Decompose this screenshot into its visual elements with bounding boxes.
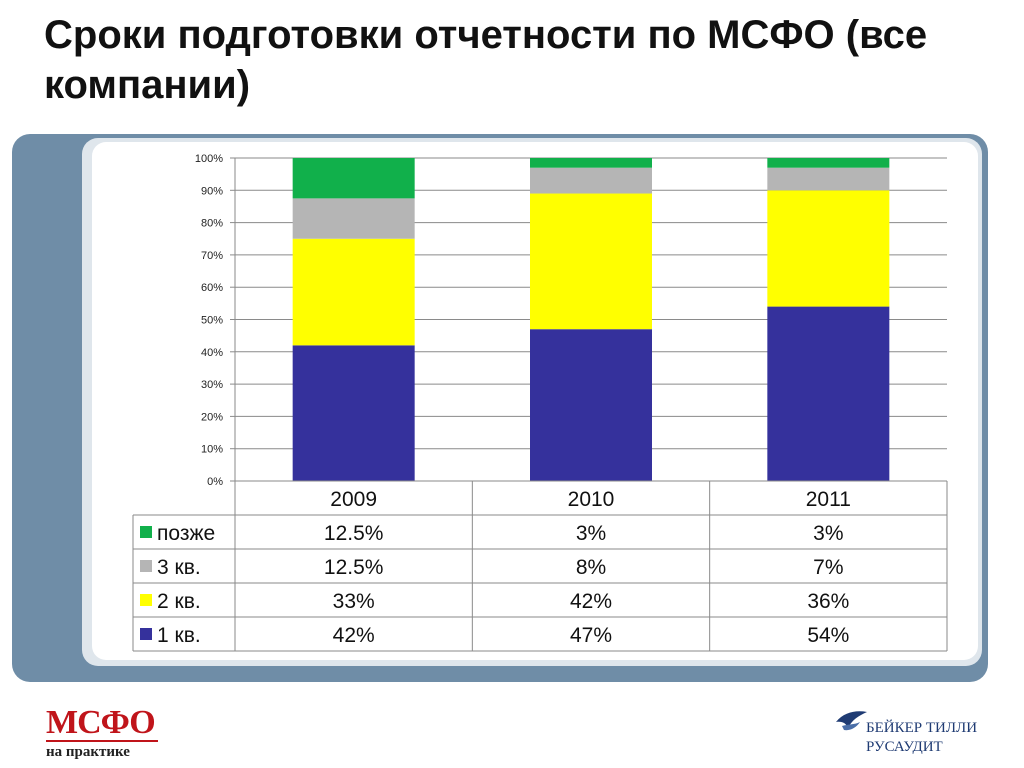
y-tick-label: 50% xyxy=(201,315,223,327)
legend-swatch xyxy=(140,628,152,640)
legend-swatch xyxy=(140,594,152,606)
msfo-logo: МСФО на практике xyxy=(46,704,170,760)
msfo-logo-subtitle: на практике xyxy=(46,740,158,760)
legend-label: 2 кв. xyxy=(157,590,201,613)
data-label: 7% xyxy=(813,556,843,579)
chart-panel: 0% 10% 20% 30% 40% 50% 60% 70% 80% 90% 100% 2009 201… xyxy=(92,142,978,660)
data-label: 3% xyxy=(576,522,606,545)
bar-segment xyxy=(767,306,890,481)
bar-segment xyxy=(530,158,652,168)
stacked-bar-chart: 0% 10% 20% 30% 40% 50% 60% 70% 80% 90% 100% 2009 201… xyxy=(132,153,948,652)
bar-segment xyxy=(767,190,890,307)
data-label: 3% xyxy=(813,522,843,545)
x-tick-label: 2011 xyxy=(806,488,851,511)
x-tick-label: 2010 xyxy=(568,488,615,511)
data-label: 33% xyxy=(333,590,375,613)
bar-segment xyxy=(292,345,415,481)
data-label: 47% xyxy=(570,624,612,647)
page-title: Сроки подготовки отчетности по МСФО (все… xyxy=(44,13,928,107)
legend-label: 3 кв. xyxy=(157,556,201,579)
baker-tilly-name: БЕЙКЕР ТИЛЛИ xyxy=(866,720,978,736)
y-tick-label: 80% xyxy=(201,218,223,230)
msfo-logo-title: МСФО xyxy=(46,704,156,741)
bird-icon xyxy=(836,711,867,731)
baker-tilly-logo: БЕЙКЕР ТИЛЛИ РУСАУДИТ xyxy=(834,704,994,760)
y-tick-label: 60% xyxy=(201,282,223,294)
legend-label: 1 кв. xyxy=(157,624,201,647)
bar-segment xyxy=(767,158,890,168)
data-label: 8% xyxy=(576,556,606,579)
data-label: 36% xyxy=(807,590,849,613)
data-label: 12.5% xyxy=(324,556,384,579)
baker-tilly-subname: РУСАУДИТ xyxy=(866,739,943,755)
bar-segment xyxy=(292,198,415,239)
bar-segment xyxy=(530,193,652,330)
data-label: 42% xyxy=(333,624,375,647)
y-tick-label: 40% xyxy=(201,347,223,359)
legend-label: позже xyxy=(157,522,215,545)
bar-segment xyxy=(530,167,652,194)
data-label: 12.5% xyxy=(324,522,384,545)
bar-segment xyxy=(767,167,890,191)
bar-segment xyxy=(292,238,415,346)
y-tick-label: 70% xyxy=(201,250,223,262)
legend-swatch xyxy=(140,560,152,572)
y-tick-label: 0% xyxy=(207,476,223,488)
y-tick-label: 10% xyxy=(201,444,223,456)
y-tick-label: 20% xyxy=(201,411,223,423)
y-tick-label: 100% xyxy=(195,153,223,165)
y-tick-label: 30% xyxy=(201,379,223,391)
x-tick-label: 2009 xyxy=(330,488,377,511)
data-label: 42% xyxy=(570,590,612,613)
bar-segment xyxy=(292,158,415,199)
y-tick-label: 90% xyxy=(201,185,223,197)
legend-swatch xyxy=(140,526,152,538)
data-label: 54% xyxy=(807,624,849,647)
bar-segment xyxy=(530,329,652,481)
